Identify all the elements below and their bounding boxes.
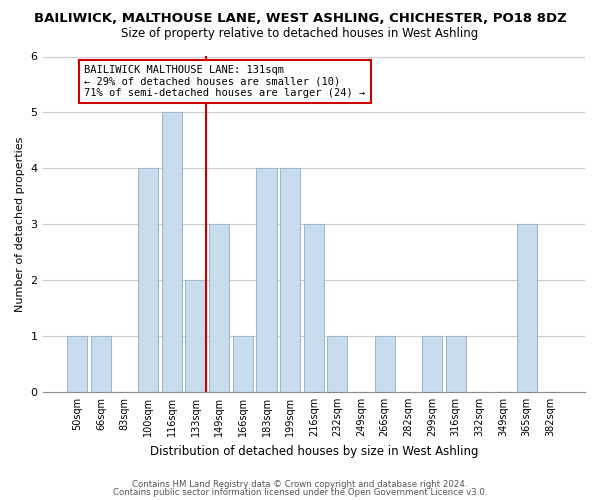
Bar: [185, 280, 206, 392]
Bar: [233, 336, 253, 392]
Text: Size of property relative to detached houses in West Ashling: Size of property relative to detached ho…: [121, 28, 479, 40]
Bar: [328, 336, 347, 392]
Y-axis label: Number of detached properties: Number of detached properties: [15, 136, 25, 312]
Text: Contains public sector information licensed under the Open Government Licence v3: Contains public sector information licen…: [113, 488, 487, 497]
Bar: [162, 112, 182, 392]
Bar: [209, 224, 229, 392]
Bar: [422, 336, 442, 392]
Bar: [280, 168, 300, 392]
Bar: [374, 336, 395, 392]
Bar: [91, 336, 111, 392]
X-axis label: Distribution of detached houses by size in West Ashling: Distribution of detached houses by size …: [149, 444, 478, 458]
Bar: [517, 224, 536, 392]
Bar: [138, 168, 158, 392]
Bar: [67, 336, 88, 392]
Text: BAILIWICK MALTHOUSE LANE: 131sqm
← 29% of detached houses are smaller (10)
71% o: BAILIWICK MALTHOUSE LANE: 131sqm ← 29% o…: [85, 65, 365, 98]
Bar: [256, 168, 277, 392]
Bar: [446, 336, 466, 392]
Bar: [304, 224, 324, 392]
Text: Contains HM Land Registry data © Crown copyright and database right 2024.: Contains HM Land Registry data © Crown c…: [132, 480, 468, 489]
Text: BAILIWICK, MALTHOUSE LANE, WEST ASHLING, CHICHESTER, PO18 8DZ: BAILIWICK, MALTHOUSE LANE, WEST ASHLING,…: [34, 12, 566, 26]
